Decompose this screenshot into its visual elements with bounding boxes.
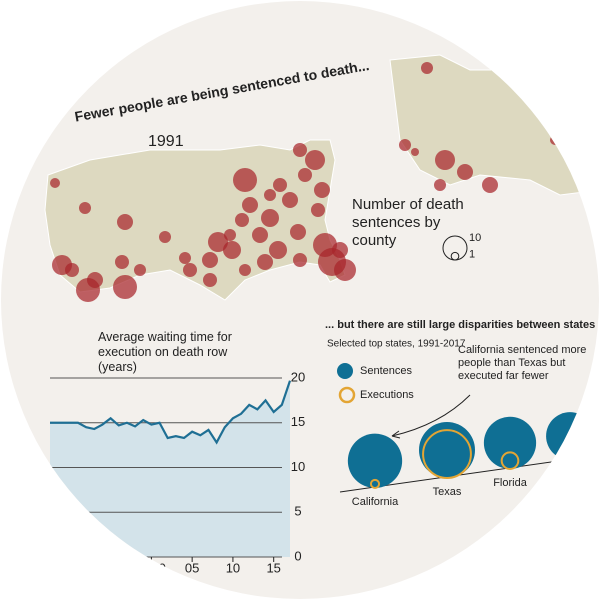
annotation: California sentenced more people than Te… [458,344,587,383]
county-bubble [482,177,498,193]
county-bubble [235,213,249,227]
legend-swatch [337,363,353,379]
county-bubble [298,168,312,182]
county-bubble [293,143,307,157]
county-bubble [233,168,257,192]
x-tick-label: 2000 [137,560,166,575]
county-bubble [314,182,330,198]
legend-label: Executions [360,389,414,401]
y-tick-label: 20 [291,369,305,384]
county-bubble [264,189,276,201]
county-bubble [257,254,273,270]
sentences-bubble [483,416,537,469]
county-bubble [273,178,287,192]
legend-size-circle [450,251,460,261]
sentences-bubble [419,422,475,478]
county-bubble [115,255,129,269]
county-bubble [203,273,217,287]
arrow-head [391,430,401,439]
sentences-bubble [546,412,594,460]
county-bubble [134,264,146,276]
y-tick-label: 10 [291,459,305,474]
county-bubble [399,139,411,151]
sentences-bubble [347,433,403,488]
county-bubble [208,232,228,252]
county-bubble [65,263,79,277]
county-bubble [252,227,268,243]
x-tick-label: 15 [266,560,280,575]
legend-swatch [338,386,356,404]
area [50,380,290,557]
county-bubble [79,202,91,214]
bubble-subtitle: Selected top states, 1991-2017 [327,339,466,350]
x-tick-label: 10 [226,560,240,575]
county-bubble [457,164,473,180]
county-bubble [87,272,103,288]
county-bubble [113,275,137,299]
state-label: Texas [433,486,462,498]
county-bubble [421,62,433,74]
county-bubble [159,231,171,243]
state-label: Florida [493,477,528,489]
y-tick-label: 0 [294,548,301,563]
county-bubble [435,150,455,170]
legend-size-label: 10 [469,232,481,244]
executions-bubble [422,429,472,479]
county-bubble [202,252,218,268]
y-tick-label: 5 [294,504,301,519]
county-bubble [334,259,356,281]
executions-bubble [500,451,520,471]
county-bubble [305,150,325,170]
map-year: 1991 [148,133,184,150]
county-bubble [550,135,560,145]
county-bubble [224,229,236,241]
county-bubble [282,192,298,208]
county-bubble [293,253,307,267]
line [50,380,292,445]
county-bubble [434,179,446,191]
county-bubble [183,263,197,277]
executions-bubble [369,478,381,490]
annotation-arrow [391,394,471,437]
state-label: California [352,496,399,508]
x-tick-label: 05 [185,560,199,575]
legend-label: Sentences [360,365,412,377]
county-bubble [290,224,306,240]
county-bubble [411,148,419,156]
county-bubble [311,203,325,217]
county-bubble [223,241,241,259]
y-tick-label: 15 [291,414,305,429]
county-bubble [117,214,133,230]
bubble-title: ... but there are still large disparitie… [325,319,595,331]
county-bubble [269,241,287,259]
legend-title: Number of death sentences by county [352,196,464,249]
county-bubble [179,252,191,264]
county-bubble [261,209,279,227]
county-bubble [242,197,258,213]
county-bubble [332,242,348,258]
legend-size-label: 1 [469,248,475,260]
line-title: Average waiting time for execution on de… [98,330,232,374]
county-bubble [239,264,251,276]
county-bubble [50,178,60,188]
